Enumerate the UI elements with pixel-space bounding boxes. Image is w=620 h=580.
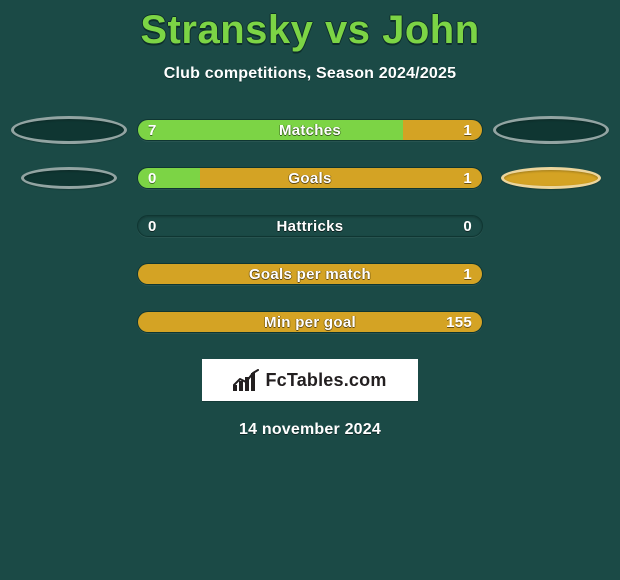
footer: FcTables.com 14 november 2024 xyxy=(0,359,620,439)
comparison-card: Stransky vs John Club competitions, Seas… xyxy=(0,0,620,439)
right-value: 1 xyxy=(453,264,482,284)
bar-right-segment xyxy=(138,264,482,284)
page-title: Stransky vs John xyxy=(0,8,620,53)
subtitle: Club competitions, Season 2024/2025 xyxy=(0,65,620,83)
right-value: 1 xyxy=(453,168,482,188)
right-ellipse xyxy=(501,167,601,189)
left-value: 0 xyxy=(138,216,167,236)
stat-row: 1Goals per match xyxy=(0,263,620,285)
stat-row: 01Goals xyxy=(0,167,620,189)
brand-text: FcTables.com xyxy=(265,370,386,391)
right-ellipse-slot xyxy=(483,167,619,189)
stat-bar: 1Goals per match xyxy=(137,263,483,285)
left-value: 7 xyxy=(138,120,167,140)
stat-bar: 0 0Hattricks xyxy=(137,215,483,237)
stat-row: 0 0Hattricks xyxy=(0,215,620,237)
brand-badge[interactable]: FcTables.com xyxy=(202,359,418,401)
left-ellipse xyxy=(21,167,117,189)
left-ellipse-slot xyxy=(1,116,137,144)
right-value: 1 xyxy=(453,120,482,140)
right-value: 0 xyxy=(453,216,482,236)
left-value xyxy=(138,264,158,284)
bar-right-segment xyxy=(200,168,482,188)
bar-left-segment xyxy=(138,120,403,140)
stat-row: 155Min per goal xyxy=(0,311,620,333)
stat-rows: 71Matches01Goals00Hattricks1Goals per ma… xyxy=(0,119,620,333)
left-ellipse xyxy=(11,116,127,144)
stat-label: Hattricks xyxy=(138,216,482,236)
left-value xyxy=(138,312,158,332)
date-label: 14 november 2024 xyxy=(239,421,381,439)
right-ellipse xyxy=(493,116,609,144)
right-value: 155 xyxy=(436,312,482,332)
stat-row: 71Matches xyxy=(0,119,620,141)
stat-bar: 01Goals xyxy=(137,167,483,189)
left-ellipse-slot xyxy=(1,167,137,189)
stat-bar: 155Min per goal xyxy=(137,311,483,333)
chart-icon xyxy=(233,369,259,391)
left-value: 0 xyxy=(138,168,167,188)
bar-right-segment xyxy=(138,312,482,332)
stat-bar: 71Matches xyxy=(137,119,483,141)
right-ellipse-slot xyxy=(483,116,619,144)
